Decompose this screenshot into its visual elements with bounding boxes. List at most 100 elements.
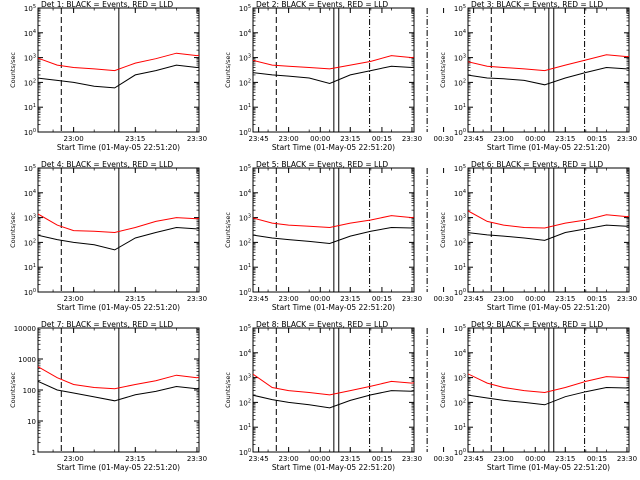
x-tick-label: 23:00 bbox=[64, 295, 84, 303]
y-tick-label: 104 bbox=[239, 189, 251, 198]
y-tick-exponent: 0 bbox=[248, 448, 251, 454]
y-tick-label: 101 bbox=[239, 103, 251, 112]
series-line-events bbox=[468, 66, 629, 86]
y-tick-label: 102 bbox=[24, 78, 36, 87]
x-tick-label: 23:00 bbox=[279, 455, 299, 463]
y-tick-label: 103 bbox=[239, 54, 251, 63]
x-tick-label: 23:30 bbox=[402, 135, 422, 143]
panel-title: Det 6: BLACK = Events, RED = LLD bbox=[471, 160, 603, 169]
y-tick-label: 104 bbox=[454, 189, 466, 198]
x-tick-label: 23:00 bbox=[494, 135, 514, 143]
series-line-lld bbox=[38, 213, 199, 234]
x-axis-label: Start Time (01-May-05 22:51:20) bbox=[57, 463, 180, 472]
x-tick-label: 23:45 bbox=[249, 295, 269, 303]
panel-title: Det 9: BLACK = Events, RED = LLD bbox=[471, 320, 603, 329]
x-tick-label: 23:30 bbox=[402, 455, 422, 463]
y-axis-label: Counts/sec bbox=[9, 52, 17, 88]
x-tick-label: 23:15 bbox=[555, 455, 575, 463]
y-tick-exponent: 4 bbox=[463, 29, 466, 35]
x-axis-label: Start Time (01-May-05 22:51:20) bbox=[487, 143, 610, 152]
y-axis-label: Counts/sec bbox=[224, 372, 232, 408]
y-axis-label: Counts/sec bbox=[9, 372, 17, 408]
y-tick-exponent: 5 bbox=[248, 4, 251, 10]
y-tick-label: 101 bbox=[454, 263, 466, 272]
y-tick-label: 103 bbox=[24, 214, 36, 223]
series-line-events bbox=[468, 386, 629, 406]
y-tick-label: 104 bbox=[454, 349, 466, 358]
series-line-lld bbox=[253, 55, 414, 70]
y-tick-label: 105 bbox=[454, 324, 466, 333]
y-tick-label: 105 bbox=[239, 4, 251, 13]
y-tick-label: 105 bbox=[24, 164, 36, 173]
series-line-events bbox=[38, 380, 199, 402]
x-tick-label: 00:15 bbox=[587, 455, 607, 463]
y-tick-label: 101 bbox=[24, 263, 36, 272]
x-tick-label: 23:15 bbox=[125, 455, 145, 463]
x-tick-label: 23:45 bbox=[464, 455, 484, 463]
panel-title: Det 5: BLACK = Events, RED = LLD bbox=[256, 160, 388, 169]
y-axis-label: Counts/sec bbox=[439, 52, 447, 88]
y-tick-exponent: 5 bbox=[463, 164, 466, 170]
y-axis-label: Counts/sec bbox=[224, 52, 232, 88]
x-axis-label: Start Time (01-May-05 22:51:20) bbox=[57, 303, 180, 312]
y-tick-exponent: 1 bbox=[248, 423, 251, 429]
detector-panel-6: 10010110210310410523:0023:1523:3023:4500… bbox=[439, 160, 637, 312]
x-tick-label: 23:30 bbox=[187, 295, 207, 303]
y-tick-label: 103 bbox=[24, 54, 36, 63]
y-tick-exponent: 5 bbox=[463, 324, 466, 330]
y-tick-exponent: 2 bbox=[33, 78, 36, 84]
y-tick-exponent: 3 bbox=[33, 214, 36, 220]
y-tick-label: 104 bbox=[239, 29, 251, 38]
y-tick-label: 105 bbox=[454, 4, 466, 13]
y-tick-label: 100 bbox=[23, 387, 36, 395]
y-tick-label: 102 bbox=[239, 78, 251, 87]
series-line-events bbox=[253, 390, 414, 409]
series-line-lld bbox=[38, 366, 199, 390]
x-tick-label: 23:30 bbox=[617, 295, 637, 303]
x-tick-label: 00:00 bbox=[525, 135, 545, 143]
y-axis-label: Counts/sec bbox=[439, 212, 447, 248]
x-tick-label: 23:00 bbox=[279, 135, 299, 143]
x-tick-label: 23:45 bbox=[464, 295, 484, 303]
y-tick-label: 103 bbox=[239, 214, 251, 223]
x-tick-label: 23:30 bbox=[187, 455, 207, 463]
y-tick-label: 1 bbox=[32, 449, 36, 457]
panel-title: Det 4: BLACK = Events, RED = LLD bbox=[41, 160, 173, 169]
series-line-events bbox=[253, 226, 414, 245]
y-tick-label: 100 bbox=[454, 128, 466, 137]
x-axis-label: Start Time (01-May-05 22:51:20) bbox=[272, 303, 395, 312]
y-tick-label: 101 bbox=[454, 103, 466, 112]
x-tick-label: 23:45 bbox=[249, 455, 269, 463]
x-tick-label: 00:30 bbox=[433, 135, 453, 143]
y-axis-label: Counts/sec bbox=[439, 372, 447, 408]
y-tick-label: 104 bbox=[24, 29, 36, 38]
y-tick-exponent: 1 bbox=[33, 103, 36, 109]
series-line-lld bbox=[468, 54, 629, 72]
series-line-events bbox=[468, 224, 629, 241]
y-tick-exponent: 5 bbox=[248, 164, 251, 170]
x-tick-label: 00:00 bbox=[310, 135, 330, 143]
panel-title: Det 2: BLACK = Events, RED = LLD bbox=[256, 0, 388, 9]
x-tick-label: 23:45 bbox=[464, 135, 484, 143]
y-tick-label: 104 bbox=[24, 189, 36, 198]
y-tick-label: 102 bbox=[454, 78, 466, 87]
y-tick-label: 100 bbox=[239, 448, 251, 457]
x-axis-label: Start Time (01-May-05 22:51:20) bbox=[487, 303, 610, 312]
y-tick-label: 100 bbox=[454, 288, 466, 297]
panel-title: Det 8: BLACK = Events, RED = LLD bbox=[256, 320, 388, 329]
y-tick-label: 102 bbox=[24, 238, 36, 247]
x-tick-label: 23:00 bbox=[64, 455, 84, 463]
y-tick-label: 104 bbox=[454, 29, 466, 38]
y-tick-exponent: 0 bbox=[248, 128, 251, 134]
y-tick-exponent: 4 bbox=[463, 189, 466, 195]
y-axis-label: Counts/sec bbox=[9, 212, 17, 248]
x-tick-label: 23:15 bbox=[125, 135, 145, 143]
x-tick-label: 23:15 bbox=[125, 295, 145, 303]
x-tick-label: 00:15 bbox=[372, 135, 392, 143]
y-tick-label: 104 bbox=[239, 349, 251, 358]
x-axis-label: Start Time (01-May-05 22:51:20) bbox=[272, 143, 395, 152]
y-tick-exponent: 5 bbox=[33, 4, 36, 10]
y-tick-exponent: 2 bbox=[33, 238, 36, 244]
